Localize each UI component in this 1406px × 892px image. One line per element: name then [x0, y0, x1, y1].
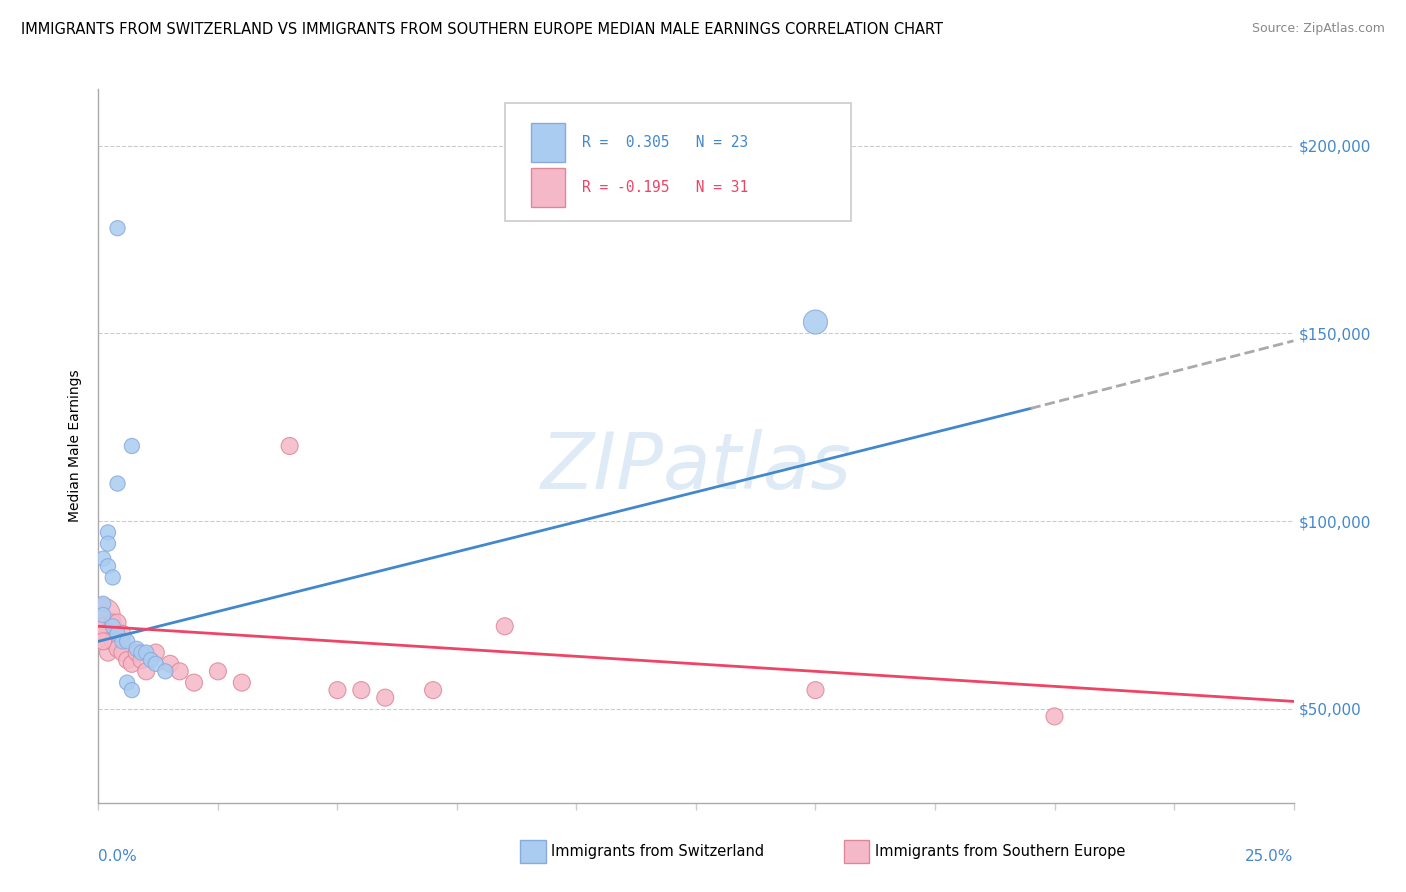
Point: [1043, 709, 1066, 723]
Point: [804, 315, 827, 329]
Text: IMMIGRANTS FROM SWITZERLAND VS IMMIGRANTS FROM SOUTHERN EUROPE MEDIAN MALE EARNI: IMMIGRANTS FROM SWITZERLAND VS IMMIGRANT…: [21, 22, 943, 37]
Text: R = -0.195   N = 31: R = -0.195 N = 31: [582, 180, 748, 195]
Point: [91, 607, 114, 622]
Point: [115, 675, 138, 690]
Point: [107, 641, 129, 656]
Text: Immigrants from Southern Europe: Immigrants from Southern Europe: [875, 845, 1125, 859]
Point: [350, 683, 373, 698]
Point: [155, 665, 177, 679]
Point: [326, 683, 349, 698]
Bar: [531, 168, 565, 207]
Point: [278, 439, 301, 453]
Point: [121, 657, 143, 671]
Point: [135, 646, 157, 660]
Point: [207, 665, 229, 679]
Point: [494, 619, 516, 633]
Bar: [531, 123, 565, 162]
Point: [107, 221, 129, 235]
Point: [91, 607, 114, 622]
Point: [97, 559, 120, 574]
Text: Source: ZipAtlas.com: Source: ZipAtlas.com: [1251, 22, 1385, 36]
Text: 25.0%: 25.0%: [1246, 849, 1294, 864]
Point: [169, 665, 191, 679]
Point: [97, 646, 120, 660]
Point: [97, 525, 120, 540]
Point: [107, 627, 129, 641]
Point: [107, 476, 129, 491]
Point: [91, 627, 114, 641]
Point: [145, 646, 167, 660]
Point: [145, 657, 167, 671]
Point: [183, 675, 205, 690]
Point: [804, 683, 827, 698]
Point: [125, 646, 148, 660]
Point: [131, 646, 153, 660]
Point: [135, 665, 157, 679]
Point: [91, 597, 114, 611]
Point: [125, 641, 148, 656]
Point: [97, 536, 120, 550]
Point: [115, 634, 138, 648]
Point: [159, 657, 181, 671]
Point: [107, 615, 129, 630]
Point: [111, 634, 134, 648]
Point: [91, 619, 114, 633]
Point: [97, 634, 120, 648]
Point: [121, 439, 143, 453]
FancyBboxPatch shape: [505, 103, 852, 221]
Point: [111, 646, 134, 660]
Point: [115, 653, 138, 667]
Text: 0.0%: 0.0%: [98, 849, 138, 864]
Point: [91, 551, 114, 566]
Point: [231, 675, 253, 690]
Y-axis label: Median Male Earnings: Median Male Earnings: [69, 369, 83, 523]
Point: [91, 634, 114, 648]
Point: [111, 627, 134, 641]
Point: [101, 619, 124, 633]
Point: [374, 690, 396, 705]
Text: Immigrants from Switzerland: Immigrants from Switzerland: [551, 845, 765, 859]
Text: ZIPatlas: ZIPatlas: [540, 429, 852, 506]
Point: [121, 683, 143, 698]
Point: [131, 653, 153, 667]
Point: [422, 683, 444, 698]
Point: [101, 634, 124, 648]
Point: [101, 570, 124, 584]
Point: [101, 615, 124, 630]
Text: R =  0.305   N = 23: R = 0.305 N = 23: [582, 135, 748, 150]
Point: [139, 653, 162, 667]
